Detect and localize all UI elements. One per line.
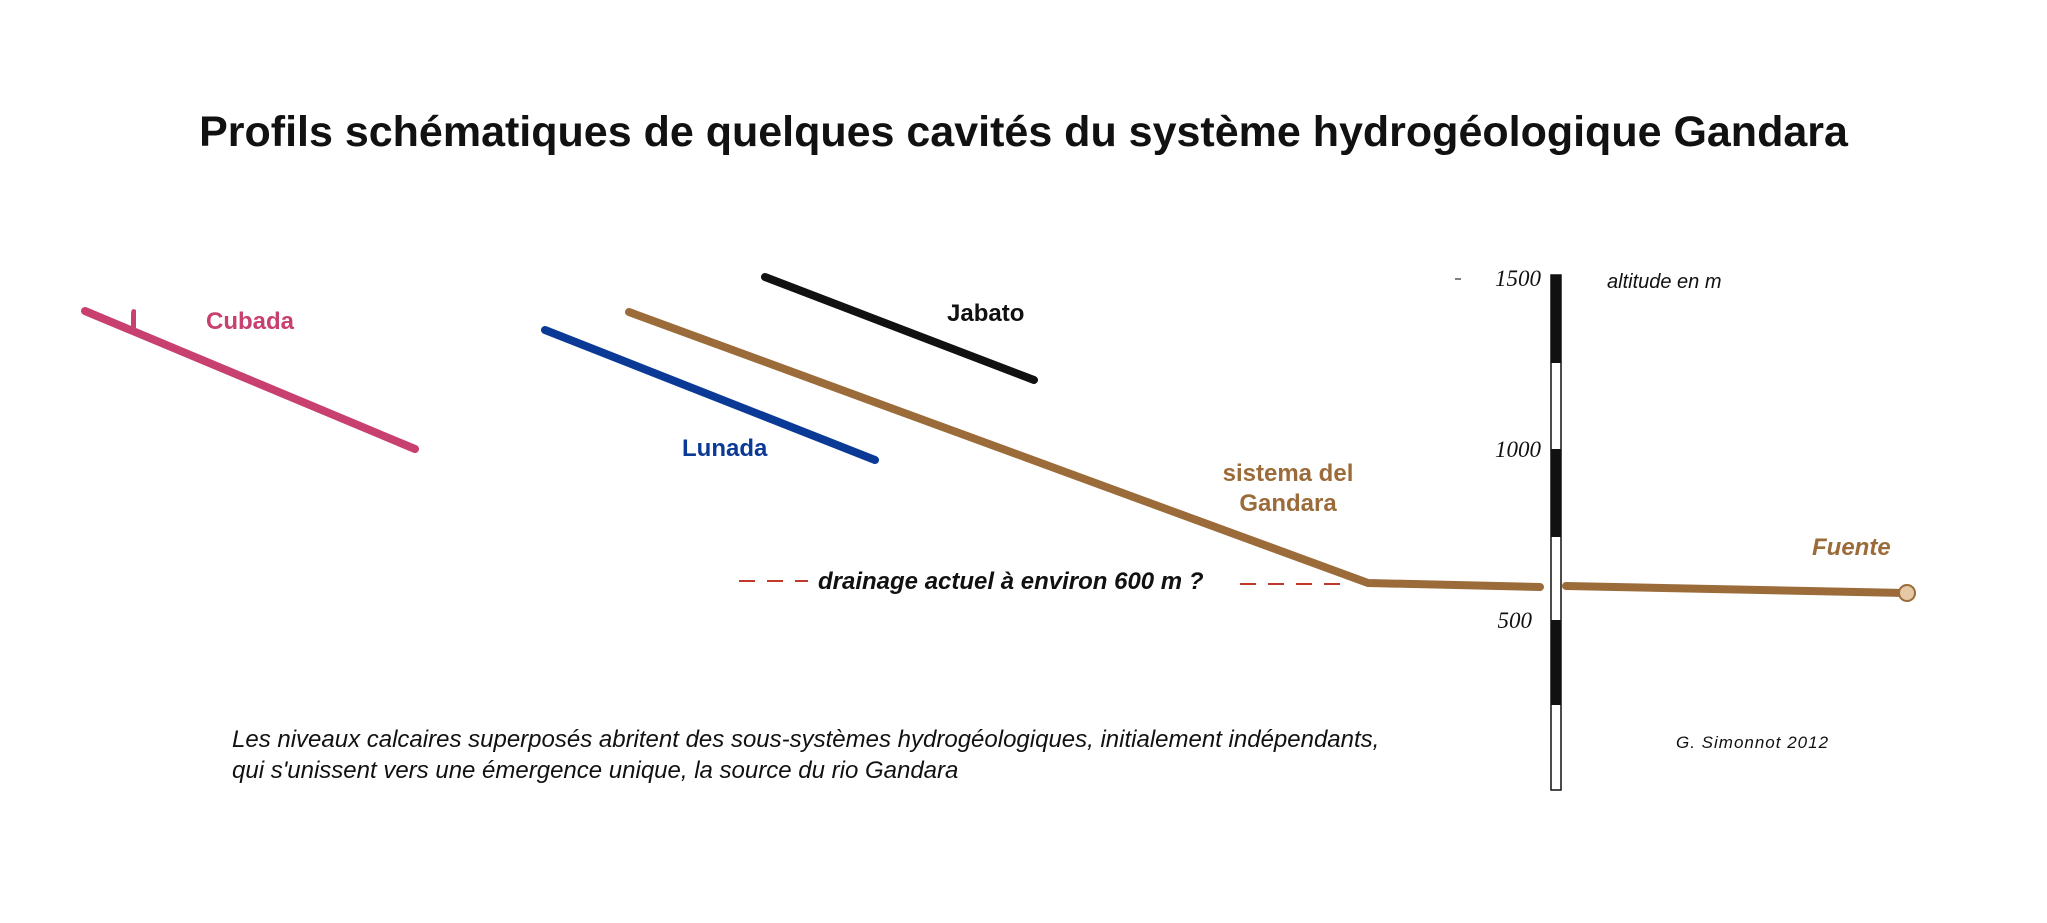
gandara-line [625,308,1544,591]
scale-unit-label: altitude en m [1607,271,1722,293]
cubada-label: Cubada [206,308,295,335]
lunada-label: Lunada [682,435,768,462]
author-signature: G. Simonnot 2012 [1676,733,1829,752]
altitude-scale: 1500 1000 500 altitude en m [1455,266,1722,791]
scale-tick-1000: 1000 [1495,437,1542,462]
drainage-level: drainage actuel à environ 600 m ? [739,568,1345,595]
caption: Les niveaux calcaires superposés abriten… [232,724,1532,786]
scale-tick-500: 500 [1498,608,1533,633]
drainage-label: drainage actuel à environ 600 m ? [818,568,1204,595]
spring-marker [1898,584,1916,602]
jabato-label: Jabato [947,300,1024,327]
caption-line-1: Les niveaux calcaires superposés abriten… [232,726,1380,753]
fuente-label: Fuente [1812,534,1891,561]
jabato-line [761,273,1038,384]
jabato-profile: Jabato [761,273,1038,384]
gandara-profile: sistema del Gandara Fuente [625,308,1916,602]
cubada-entrance-mark [131,309,136,331]
gandara-label-line1: sistema del [1223,460,1354,487]
lunada-line [541,326,879,464]
scale-segment-black-1 [1551,275,1561,363]
gandara-outlet-line [1562,582,1909,597]
cubada-line [81,307,419,453]
scale-segment-black-3 [1551,620,1561,705]
cubada-profile: Cubada [81,307,419,453]
scale-tick-1500: 1500 [1495,266,1542,291]
gandara-label-line2: Gandara [1239,490,1337,517]
scale-segment-black-2 [1551,449,1561,537]
lunada-profile: Lunada [541,326,879,464]
diagram-title: Profils schématiques de quelques cavités… [199,108,1848,156]
caption-line-2: qui s'unissent vers une émergence unique… [232,757,959,784]
